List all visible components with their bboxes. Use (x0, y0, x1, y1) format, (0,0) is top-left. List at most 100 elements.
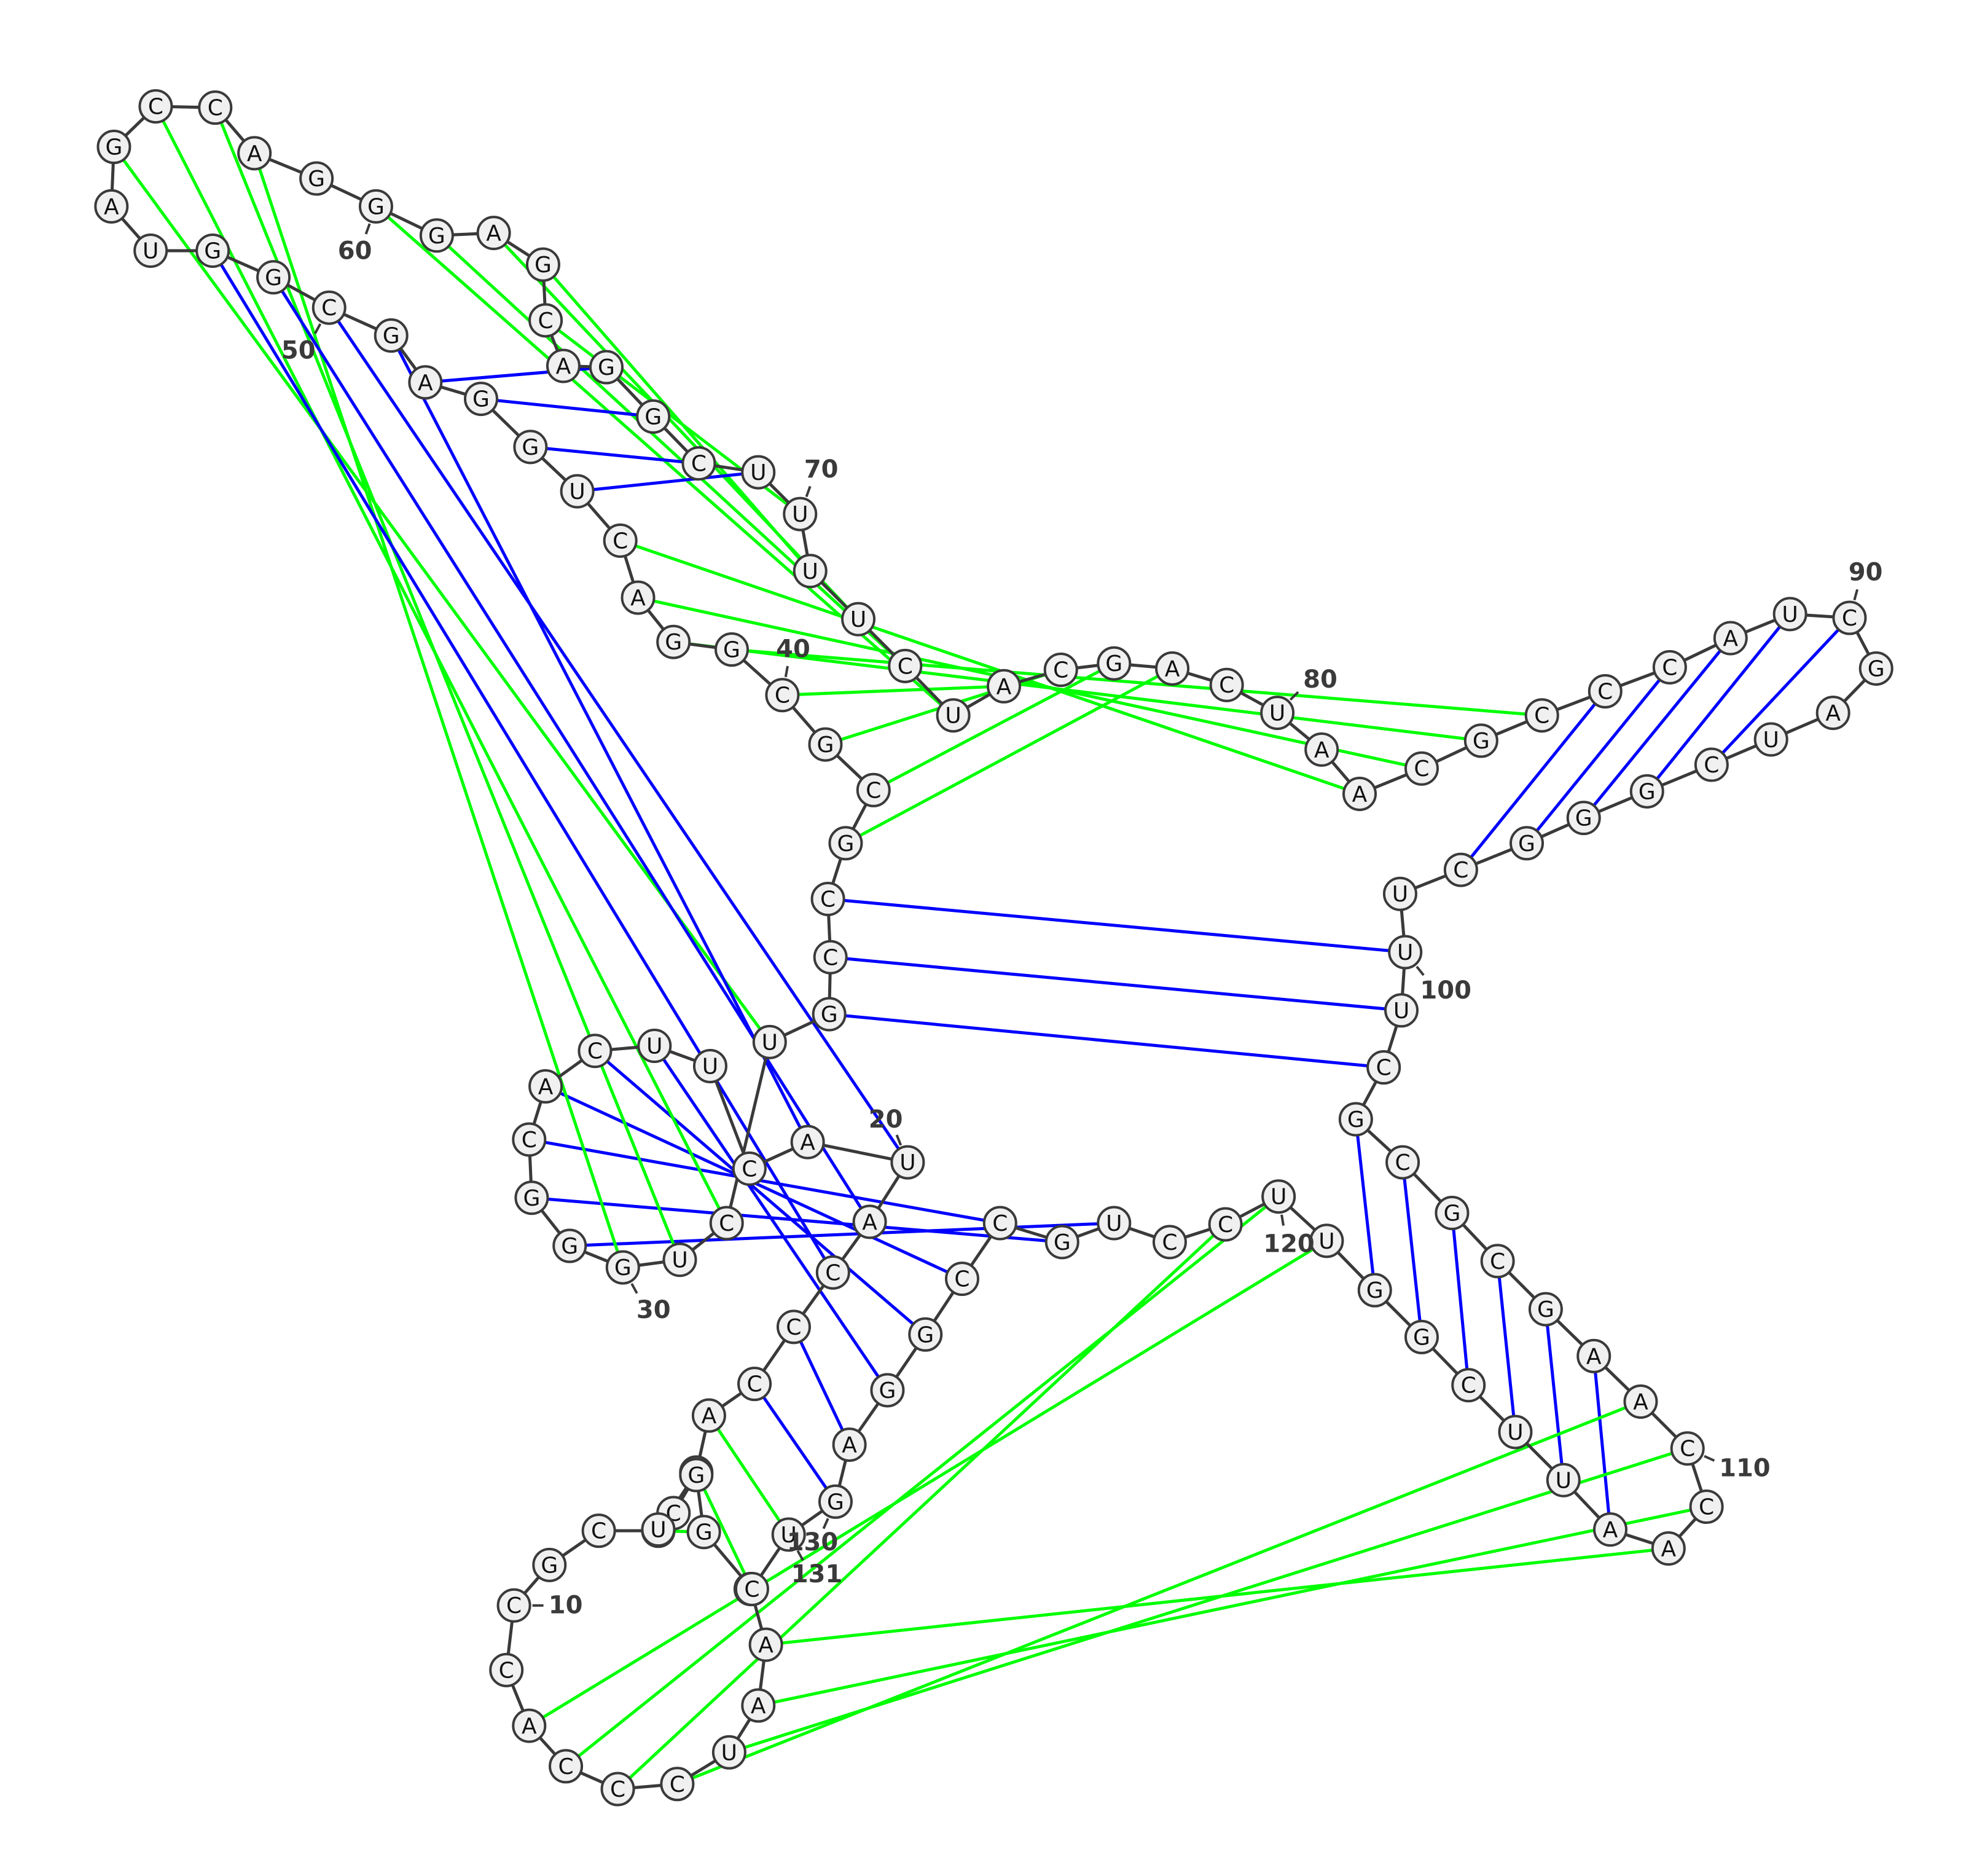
nucleotide-30: G (605, 1250, 640, 1285)
nucleotide-64: C (528, 303, 563, 338)
nucleotide-72: U (841, 602, 876, 637)
nucleotide-letter: U (1556, 1468, 1572, 1493)
nucleotide-circle (532, 1547, 567, 1582)
index-label-120: 120 (1263, 1230, 1315, 1258)
nucleotide-letter: G (105, 135, 122, 160)
nucleotide-letter: G (265, 265, 282, 291)
nucleotide-95: G (1629, 774, 1664, 809)
index-tick (313, 323, 322, 334)
nucleotide-circle (1652, 650, 1687, 685)
nucleotide-108: A (1576, 1338, 1612, 1373)
nucleotide-118: G (1357, 1273, 1392, 1308)
nucleotide-4: U (711, 1735, 746, 1770)
nucleotide-circle (765, 678, 800, 713)
nucleotide-48: A (408, 365, 443, 400)
canonical-pair-line (1459, 690, 1607, 871)
nucleotide-40: C (765, 678, 800, 713)
nucleotide-letter: U (1269, 701, 1285, 726)
nucleotide-letter: U (672, 1248, 687, 1273)
nucleotide-circle (1260, 696, 1295, 731)
nucleotide-94: C (1694, 747, 1729, 782)
nucleotide-119: U (1309, 1223, 1344, 1258)
nucleotide-123: U (1097, 1206, 1132, 1241)
nucleotide-circle (358, 189, 393, 224)
nucleotide-46: G (513, 430, 548, 465)
nucleotide-circle (528, 303, 563, 338)
nucleotide-letter: A (751, 1694, 766, 1719)
nucleotide-letter: G (541, 1553, 558, 1578)
nucleotide-letter: G (561, 1234, 578, 1259)
nucleotide-circle (552, 1228, 587, 1263)
nucleotide-circle (888, 648, 923, 683)
nucleotide-38: C (856, 772, 891, 807)
canonical-pair-line (531, 1196, 1062, 1244)
nucleotide-circle (311, 290, 347, 325)
nucleotide-circle (1815, 696, 1850, 731)
nucleotide-letter: G (821, 1002, 838, 1027)
nucleotide-letter: U (650, 1518, 666, 1543)
nucleotide-circle (870, 1373, 905, 1408)
nucleotide-circle (1097, 1206, 1132, 1241)
index-label-130: 130 (787, 1528, 839, 1556)
canonical-pair-line (390, 334, 809, 1143)
nucleotide-125: C (982, 1206, 1017, 1241)
nucleotide-letter: U (1393, 999, 1409, 1024)
index-label-10: 10 (549, 1591, 583, 1620)
nucleotide-letter: C (610, 1777, 625, 1802)
nucleotide-letter: A (522, 1714, 537, 1739)
nucleotide-circle (1566, 801, 1601, 836)
nucleotide-letter: C (670, 1772, 685, 1797)
nucleotide-133: G (686, 1515, 721, 1550)
nucleotide-letter: C (742, 1156, 757, 1182)
canonical-pair-line (753, 1383, 837, 1503)
nucleotide-letter: G (614, 1255, 632, 1281)
nucleotide-letter: C (820, 887, 836, 912)
nucleotide-letter: G (522, 435, 539, 460)
index-tick (822, 1518, 829, 1529)
nucleotide-43: A (621, 580, 656, 615)
backbone-segment (725, 1042, 772, 1224)
nucleotide-letter: U (646, 1034, 662, 1059)
nucleotide-circle (1772, 597, 1807, 632)
nucleotide-121: C (1208, 1207, 1243, 1242)
canonical-pair-line (1710, 616, 1851, 766)
index-tick (364, 223, 371, 235)
nucleotide-circle (1524, 698, 1559, 733)
nucleotide-circle (528, 1069, 563, 1104)
canonical-pair-line (1450, 1212, 1470, 1386)
nucleotide-circle (1670, 1431, 1705, 1466)
nucleotide-letter: C (954, 1267, 969, 1292)
nucleotide-122: C (1152, 1225, 1187, 1260)
nucleotide-circle (748, 1627, 783, 1662)
nucleotide-letter: G (1518, 831, 1535, 857)
nucleotide-84: G (1463, 723, 1498, 758)
nucleotide-letter: G (204, 238, 221, 264)
nucleotide-circle (1629, 774, 1664, 809)
nucleotide-letter: U (569, 479, 585, 504)
nucleotide-circle (525, 247, 560, 282)
nucleotide-circle (138, 89, 173, 124)
nucleotide-101: U (1384, 993, 1419, 1028)
nucleotide-circle (464, 382, 499, 417)
nucleotide-circle (936, 698, 971, 733)
nucleotide-circle (714, 632, 749, 667)
nucleotide-21: A (790, 1124, 825, 1160)
nucleotide-74: U (936, 698, 971, 733)
nucleotide-letter: C (747, 1372, 762, 1397)
nucleotide-66: G (589, 350, 624, 385)
nucleotide-letter: C (1490, 1249, 1505, 1274)
nucleotide-letter: U (781, 1523, 797, 1548)
nucleotide-circle (1384, 993, 1419, 1028)
nucleotide-letter: G (1575, 806, 1592, 831)
index-label-80: 80 (1303, 665, 1337, 694)
nucleotide-11: G (532, 1547, 567, 1582)
nucleotide-letter: G (523, 1186, 540, 1211)
nucleotide-letter: G (1347, 1107, 1365, 1132)
nucleotide-letter: G (1413, 1325, 1430, 1350)
nucleotide-circle (1404, 751, 1439, 786)
nucleotide-circle (1451, 1368, 1486, 1403)
nucleotide-32: C (709, 1206, 744, 1241)
nucleotide-102: C (1366, 1050, 1401, 1085)
nucleotide-circle (549, 1749, 584, 1784)
canonical-pair-line (530, 445, 699, 465)
